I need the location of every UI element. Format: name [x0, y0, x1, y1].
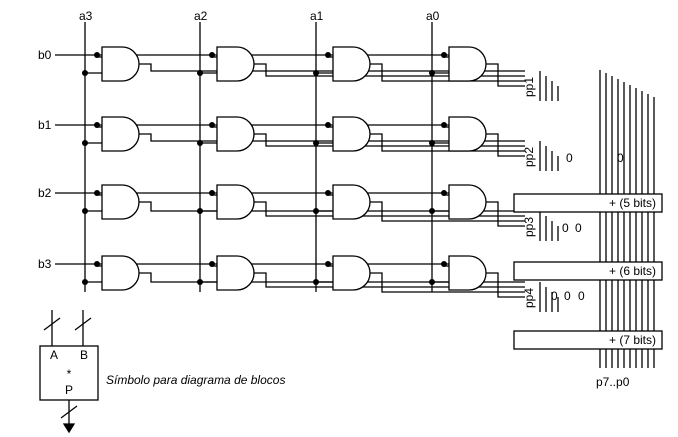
input-b1-label: b1	[38, 118, 52, 132]
and-gate	[102, 185, 139, 219]
junction-dot	[429, 279, 435, 285]
output-label: p7..p0	[596, 375, 630, 389]
and-gate	[217, 185, 254, 219]
and-gate	[102, 117, 139, 151]
and-gate	[217, 117, 254, 151]
junction-dot	[313, 208, 319, 214]
junction-dot	[429, 140, 435, 146]
and-gate	[333, 256, 370, 290]
junction-dot	[429, 208, 435, 214]
block-label-b: B	[80, 348, 88, 362]
partial-product-label: pp1	[522, 77, 536, 97]
and-gate	[333, 47, 370, 81]
junction-dot	[82, 70, 88, 76]
partial-product-label: pp3	[522, 217, 536, 237]
and-gate	[449, 47, 486, 81]
junction-dot	[94, 52, 100, 58]
product-wire	[486, 134, 525, 156]
partial-product-label: pp4	[522, 288, 536, 308]
junction-dot	[209, 122, 215, 128]
zero-input: 0	[566, 151, 573, 165]
and-gate	[449, 185, 486, 219]
junction-dot	[94, 122, 100, 128]
input-a2-label: a2	[194, 9, 208, 23]
partial-product-label: pp2	[522, 147, 536, 167]
junction-dot	[325, 190, 331, 196]
block-caption: Símbolo para diagrama de blocos	[106, 373, 285, 387]
and-gate	[217, 47, 254, 81]
junction-dot	[325, 52, 331, 58]
junction-dot	[209, 190, 215, 196]
junction-dot	[325, 261, 331, 267]
junction-dot	[313, 70, 319, 76]
input-a3-label: a3	[79, 9, 93, 23]
zero-input: 0	[617, 151, 624, 165]
junction-dot	[197, 70, 203, 76]
junction-dot	[209, 52, 215, 58]
zero-input: 0	[562, 221, 569, 235]
junction-dot	[441, 122, 447, 128]
and-gate	[449, 117, 486, 151]
junction-dot	[209, 261, 215, 267]
output-arrow	[64, 424, 74, 432]
junction-dot	[325, 122, 331, 128]
junction-dot	[441, 261, 447, 267]
junction-dot	[82, 140, 88, 146]
junction-dot	[82, 208, 88, 214]
input-b0-label: b0	[38, 48, 52, 62]
junction-dot	[82, 279, 88, 285]
junction-dot	[94, 190, 100, 196]
adder-label: + (6 bits)	[609, 264, 656, 278]
junction-dot	[94, 261, 100, 267]
junction-dot	[441, 52, 447, 58]
zero-input: 0	[551, 289, 558, 303]
and-gate	[102, 47, 139, 81]
block-label-op: *	[67, 367, 72, 381]
input-a0-label: a0	[426, 9, 440, 23]
junction-dot	[313, 279, 319, 285]
and-gate	[217, 256, 254, 290]
product-wire	[486, 64, 525, 86]
input-a1-label: a1	[310, 9, 324, 23]
zero-input: 0	[564, 289, 571, 303]
and-gate	[102, 256, 139, 290]
and-gate	[449, 256, 486, 290]
junction-dot	[197, 279, 203, 285]
junction-dot	[197, 208, 203, 214]
block-label-a: A	[50, 348, 58, 362]
and-gate	[333, 117, 370, 151]
junction-dot	[429, 70, 435, 76]
zero-input: 0	[578, 289, 585, 303]
junction-dot	[197, 140, 203, 146]
block-label-p: P	[65, 383, 73, 397]
junction-dot	[313, 140, 319, 146]
junction-dot	[441, 190, 447, 196]
input-b3-label: b3	[38, 257, 52, 271]
zero-input: 0	[575, 221, 582, 235]
and-gate	[333, 185, 370, 219]
adder-label: + (5 bits)	[609, 196, 656, 210]
input-b2-label: b2	[38, 186, 52, 200]
adder-label: + (7 bits)	[609, 333, 656, 347]
